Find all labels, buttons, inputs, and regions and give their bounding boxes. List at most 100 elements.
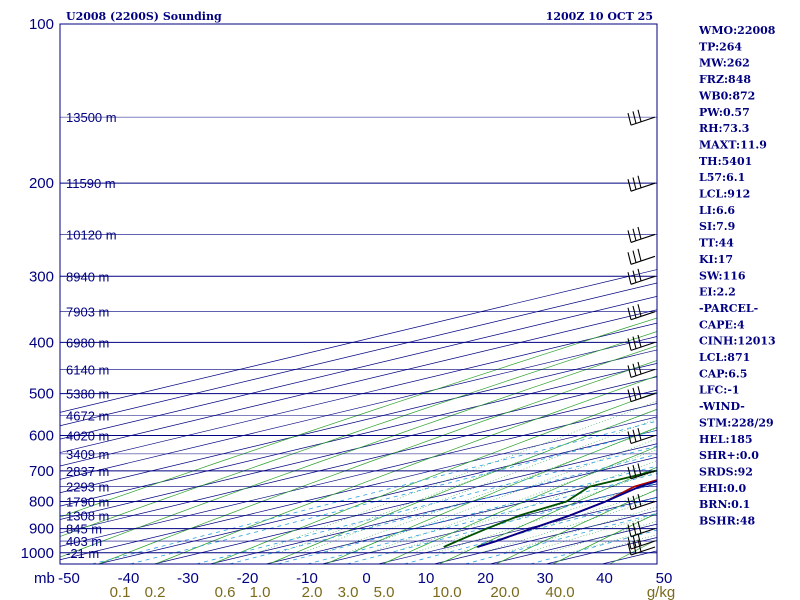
moist-adiabat-line [413, 471, 657, 554]
wind-barb-flag [627, 307, 632, 320]
wind-barbs [627, 109, 656, 556]
isotherm-line [60, 336, 657, 480]
sounding-index-value: SHR+:0.0 [699, 449, 759, 462]
wind-barb-flag [627, 536, 632, 550]
wind-barb-flag [637, 175, 642, 188]
pressure-tick-label: 800 [29, 494, 54, 511]
sounding-index-value: RH:73.3 [699, 122, 749, 135]
mixing-ratio-line [530, 529, 657, 564]
wind-barb-flag [627, 338, 632, 351]
pressure-tick-label: 200 [29, 175, 54, 192]
wind-barb-flag [637, 109, 642, 122]
dry-adiabat-line [495, 488, 657, 564]
wind-barb-flag [632, 363, 637, 376]
temperature-tick-label: 10 [418, 570, 435, 587]
mixing-ratio-tick-label: 0.1 [110, 584, 131, 600]
wind-barb-flag [627, 112, 632, 126]
temperature-tick-label: -10 [296, 570, 318, 587]
wind-barb [627, 386, 656, 403]
wind-barb-flag [637, 427, 642, 441]
wind-barb-flag [637, 494, 642, 507]
height-label: 4020 m [66, 428, 109, 443]
isotherm-line [210, 456, 657, 564]
wind-barb-shaft [630, 182, 656, 192]
temperature-tick-label: -20 [237, 570, 259, 587]
chart-grid [60, 24, 657, 564]
wind-barb-flag [637, 361, 642, 375]
wind-barb-flag [637, 386, 642, 399]
wind-barb-flag [632, 495, 637, 508]
sounding-index-value: MAXT:11.9 [699, 138, 767, 151]
sounding-indices-panel: WMO:22008 TP:264 MW:262 FRZ:848 WB0:872 PW:0.… [698, 24, 776, 528]
wind-barb-flag [632, 250, 637, 263]
moist-adiabat-line [391, 460, 657, 554]
pressure-tick-label: 400 [29, 334, 54, 351]
sounding-index-value: SRDS:92 [699, 465, 753, 478]
parcel-trace [477, 480, 657, 548]
wind-barb [627, 463, 656, 480]
mixing-ratio-unit-label: g/kg [647, 584, 675, 600]
pressure-tick-label: 100 [29, 16, 54, 33]
sounding-index-value: CAP:6.5 [699, 367, 747, 380]
plot-frame [59, 23, 658, 565]
wind-barb-shaft [630, 311, 656, 321]
wind-barb [627, 521, 656, 538]
sounding-index-value: TH:5401 [699, 155, 752, 168]
sounding-index-value: WMO:22008 [698, 24, 776, 37]
wind-barb [627, 361, 656, 378]
isotherm-line [60, 389, 657, 534]
wind-barb-flag [627, 524, 632, 537]
sounding-index-value: WB0:872 [698, 89, 755, 102]
height-label: 13500 m [66, 110, 117, 125]
sounding-index-value: PW:0.57 [699, 106, 750, 119]
isotherm-line [154, 443, 657, 564]
isotherm-line [60, 416, 657, 561]
isotherm-line [98, 429, 657, 564]
sounding-index-value: TP:264 [699, 40, 742, 53]
sounding-index-value: CAPE:4 [699, 318, 745, 331]
sounding-index-value: LCL:871 [699, 351, 750, 364]
mixing-ratio-tick-label: 20.0 [490, 584, 519, 600]
height-label: 2293 m [66, 480, 109, 495]
wind-barb-shaft [630, 275, 656, 285]
mixing-ratio-line [403, 497, 657, 564]
mixing-ratio-tick-label: 10.0 [432, 584, 461, 600]
dewpoint-trace [443, 469, 657, 548]
wind-barb-flag [637, 334, 642, 348]
wind-barb [627, 539, 656, 556]
height-label: 1308 m [66, 508, 109, 523]
wind-barb-flag [637, 521, 642, 534]
mixing-ratio-tick-label: 1.0 [250, 584, 271, 600]
height-label: -21 m [66, 546, 99, 561]
wind-barb-flag [632, 535, 637, 548]
sounding-index-value: -PARCEL- [699, 302, 758, 315]
wind-barb-flag [627, 252, 632, 265]
sounding-index-value: FRZ:848 [699, 73, 751, 86]
height-label: 403 m [66, 534, 102, 549]
mixing-ratio-tick-label: 40.0 [545, 584, 574, 600]
sounding-index-value: EHI:0.0 [699, 482, 746, 495]
wind-barb-shaft [630, 501, 656, 511]
pressure-tick-label: 500 [29, 386, 54, 403]
wind-barb-flag [637, 248, 642, 262]
pressure-tick-label: 700 [29, 463, 54, 480]
height-label: 6140 m [66, 362, 109, 377]
wind-barb-flag [632, 228, 637, 241]
wind-barb-shaft [630, 393, 656, 403]
pressure-tick-label: 900 [29, 521, 54, 538]
wind-barb-flag [637, 268, 642, 282]
wind-barb [627, 226, 656, 243]
wind-barb [627, 427, 656, 445]
sounding-index-value: BSHR:48 [699, 515, 755, 528]
wind-barb [627, 268, 656, 285]
wind-barb-flag [627, 497, 632, 510]
sounding-index-value: MW:262 [699, 57, 750, 70]
pressure-unit-label: mb [34, 570, 55, 587]
dry-adiabat-line [325, 427, 657, 564]
temperature-tick-label: -30 [177, 570, 199, 587]
wind-barb-flag [632, 270, 637, 283]
wind-barb-flag [637, 226, 642, 240]
wind-barb-flag [637, 463, 642, 476]
